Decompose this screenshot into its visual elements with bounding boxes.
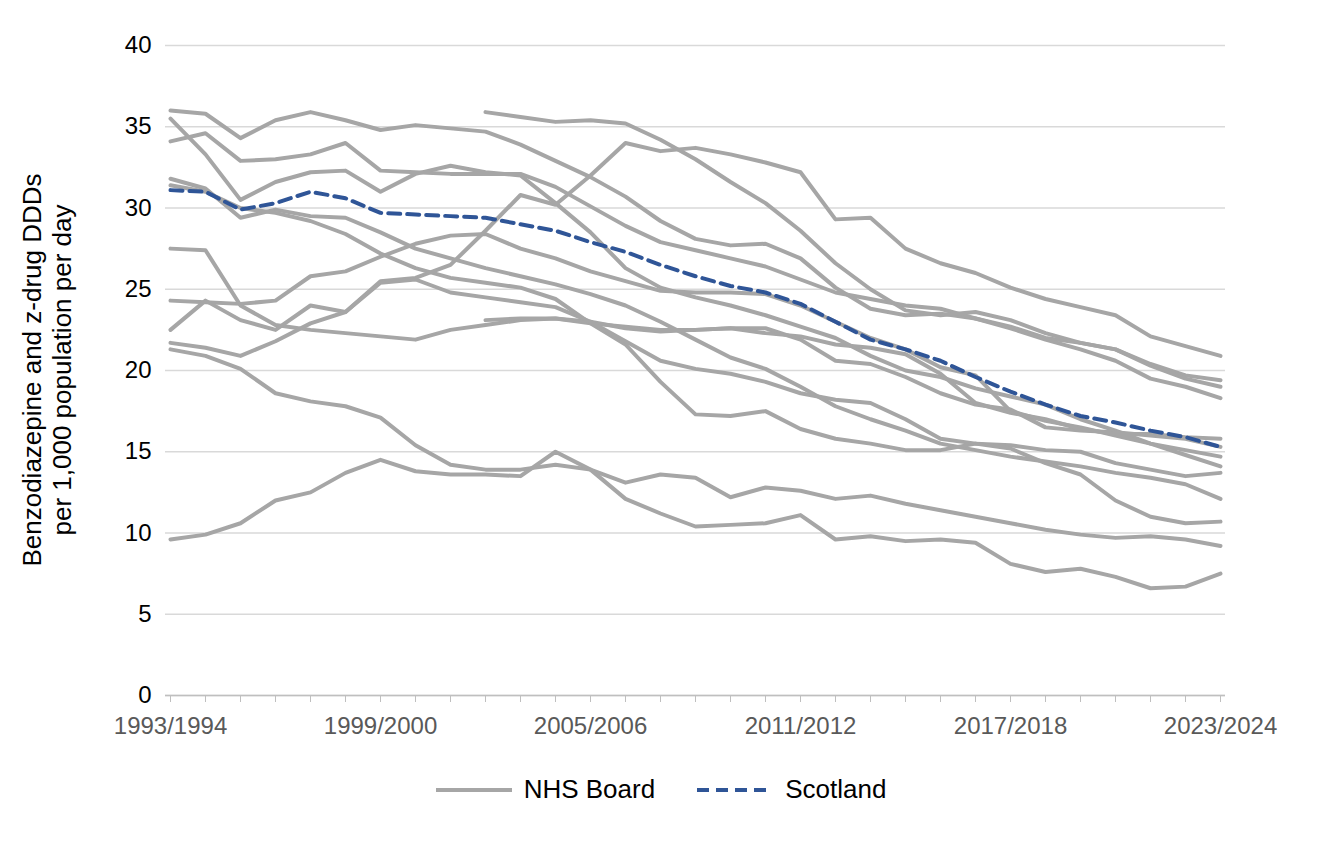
svg-text:15: 15 <box>125 437 152 464</box>
svg-text:30: 30 <box>125 194 152 221</box>
svg-text:10: 10 <box>125 519 152 546</box>
svg-text:5: 5 <box>138 600 151 627</box>
svg-text:2017/2018: 2017/2018 <box>954 712 1067 739</box>
svg-text:0: 0 <box>138 681 151 708</box>
svg-text:2005/2006: 2005/2006 <box>534 712 647 739</box>
svg-text:2011/2012: 2011/2012 <box>745 712 857 739</box>
svg-text:25: 25 <box>125 275 152 302</box>
svg-text:1993/1994: 1993/1994 <box>114 712 227 739</box>
html-text:NHS Board: NHS Board <box>523 774 656 804</box>
html-text:Scotland: Scotland <box>785 774 887 804</box>
svg-text:Benzodiazepine and z-drug DDDs: Benzodiazepine and z-drug DDDsper 1,000 … <box>17 173 77 566</box>
svg-text:20: 20 <box>125 356 152 383</box>
svg-text:35: 35 <box>125 112 152 139</box>
svg-text:2023/2024: 2023/2024 <box>1164 712 1277 739</box>
svg-text:40: 40 <box>125 31 152 58</box>
svg-text:1999/2000: 1999/2000 <box>324 712 437 739</box>
